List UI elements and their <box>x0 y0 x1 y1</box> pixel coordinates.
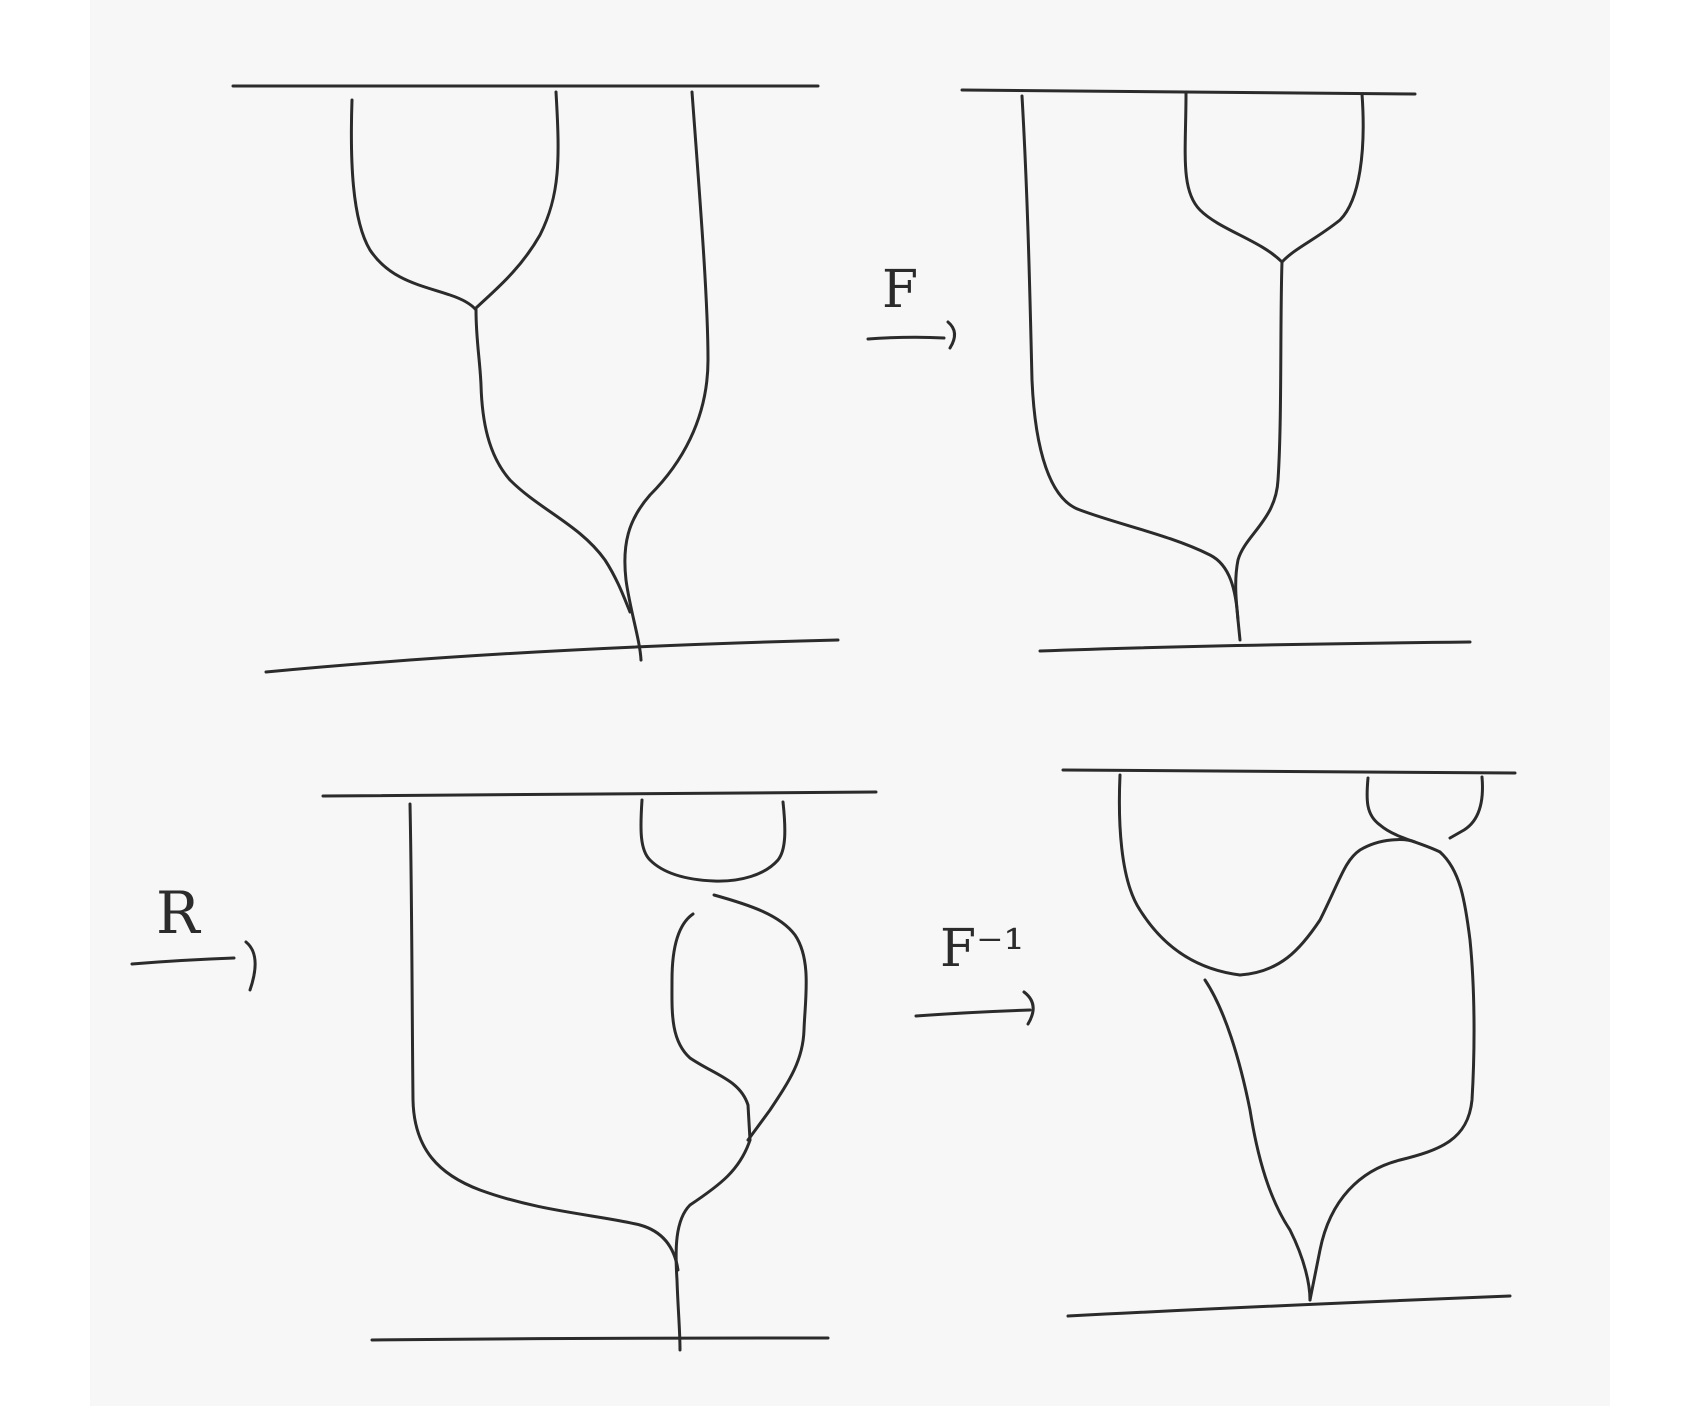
arrow-r: R <box>130 879 257 992</box>
arrow-f: F <box>866 260 956 350</box>
arrow-f-inverse: F⁻¹ <box>914 919 1035 1026</box>
strand-right <box>623 90 710 662</box>
arrow-f-shaft <box>866 335 946 341</box>
cup-strand <box>1365 776 1442 854</box>
top-boundary-line <box>321 790 878 798</box>
cup-strand <box>639 798 787 883</box>
bottom-boundary-line <box>264 638 840 674</box>
bottom-boundary-line <box>370 1336 830 1342</box>
label-f: F <box>882 260 918 320</box>
strand-middle <box>474 90 560 310</box>
strand-middle-cross <box>1238 838 1417 977</box>
braid-strand-a <box>712 893 808 1142</box>
strand-left <box>408 802 680 1272</box>
merged-strand <box>474 308 632 614</box>
paper-background <box>90 0 1610 1406</box>
merged-strand <box>1203 978 1312 1302</box>
strand-left <box>1020 94 1242 642</box>
top-boundary-line <box>1061 768 1517 775</box>
small-strand-right <box>1448 775 1484 840</box>
diagram-bottom-right <box>1061 768 1517 1318</box>
diagram-top-left <box>231 84 840 674</box>
bottom-boundary-line <box>1066 1294 1512 1318</box>
top-boundary-line <box>960 88 1417 96</box>
arrow-f-head <box>946 320 956 350</box>
strand-right <box>1280 92 1365 264</box>
arrow-f-inverse-shaft <box>914 1008 1032 1018</box>
bottom-boundary-line <box>1038 640 1472 653</box>
strand-left <box>1117 773 1242 977</box>
label-f-inverse: F⁻¹ <box>940 919 1024 979</box>
diagram-bottom-left <box>321 790 878 1352</box>
merged-strand <box>1234 260 1284 622</box>
arrow-r-shaft <box>130 956 236 966</box>
strand-middle <box>1183 92 1284 264</box>
diagram-top-right <box>960 88 1472 653</box>
strand-right <box>1308 850 1476 1302</box>
arrow-r-head <box>244 940 257 992</box>
strand-left <box>349 98 478 312</box>
braid-strand-b <box>670 912 752 1142</box>
arrow-f-inverse-head <box>1022 990 1035 1026</box>
label-r: R <box>156 879 202 947</box>
merged-strand <box>674 1138 752 1352</box>
